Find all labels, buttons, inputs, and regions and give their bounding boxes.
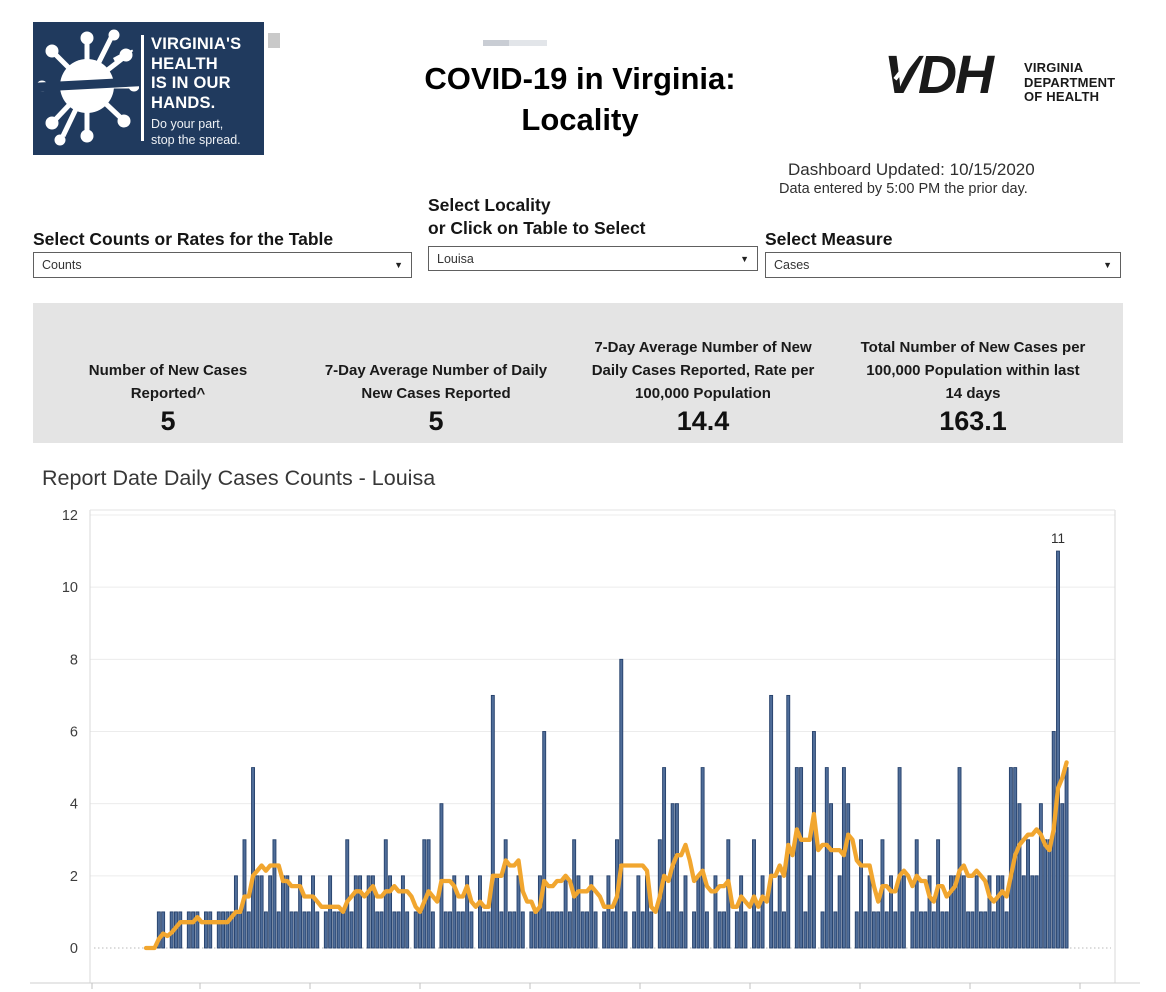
stat-value: 163.1	[939, 406, 1007, 436]
measure-value: Cases	[774, 258, 810, 272]
chevron-down-icon: ▼	[740, 253, 749, 264]
svg-text:10: 10	[62, 580, 78, 596]
logo-title-line: HANDS.	[151, 93, 216, 112]
dashboard-updated-text: Dashboard Updated: 10/15/2020	[788, 160, 1035, 179]
page-title-line2: Locality	[521, 102, 639, 137]
vdh-dept-line: VIRGINIA	[1024, 60, 1084, 75]
svg-text:4: 4	[70, 797, 78, 813]
cutoff-text-artifact	[509, 40, 547, 46]
vdh-acronym: VDH	[884, 45, 994, 105]
counts-rates-label: Select Counts or Rates for the Table	[33, 229, 334, 249]
vdh-dept-line: OF HEALTH	[1024, 89, 1100, 104]
svg-text:0: 0	[70, 941, 78, 957]
stat-value: 5	[160, 406, 176, 436]
locality-dropdown[interactable]: Louisa ▼	[428, 246, 758, 271]
measure-dropdown[interactable]: Cases ▼	[765, 252, 1121, 278]
data-entered-note: Data entered by 5:00 PM the prior day.	[779, 181, 1028, 197]
stat-14day-total: Total Number of New Cases per 100,000 Po…	[848, 336, 1098, 437]
daily-cases-chart[interactable]: 11 0 2 4 6 8 10 12	[0, 505, 1166, 992]
page-title: COVID-19 in Virginia: Locality	[330, 58, 830, 140]
svg-text:8: 8	[70, 652, 78, 668]
stat-label: 7-Day Average Number of New Daily Cases …	[591, 339, 815, 402]
chevron-down-icon: ▼	[394, 260, 403, 270]
stat-value: 5	[428, 406, 444, 436]
cutoff-text-artifact	[483, 40, 509, 46]
daily-cases-chart-canvas[interactable]: 11 0 2 4 6 8 10 12	[0, 505, 1166, 992]
svg-text:6: 6	[70, 725, 78, 741]
stat-label: Number of New Cases Reported^	[88, 362, 248, 402]
chevron-down-icon: ▼	[1103, 260, 1112, 270]
counts-rates-value: Counts	[42, 258, 82, 272]
summary-stats-bar: Number of New Cases Reported^ 5 7-Day Av…	[33, 303, 1123, 443]
vdh-dept-line: DEPARTMENT	[1024, 74, 1116, 90]
measure-label: Select Measure	[765, 229, 893, 249]
logo-title-line: HEALTH	[151, 54, 218, 73]
stat-new-cases: Number of New Cases Reported^ 5	[53, 359, 283, 437]
virus-icon	[35, 29, 139, 146]
locality-value: Louisa	[437, 251, 474, 266]
stat-label: Total Number of New Cases per 100,000 Po…	[860, 339, 1086, 402]
svg-text:11: 11	[1051, 531, 1065, 546]
stat-7day-rate: 7-Day Average Number of New Daily Cases …	[578, 336, 828, 437]
logo-tagline-line: Do your part,	[151, 117, 224, 131]
logo-title-line: IS IN OUR	[151, 74, 231, 92]
counts-rates-dropdown[interactable]: Counts ▼	[33, 252, 412, 278]
svg-text:12: 12	[62, 508, 78, 524]
virginias-health-logo: VIRGINIA'S HEALTH IS IN OUR HANDS. Do yo…	[33, 22, 264, 155]
vdh-logo: VDH VIRGINIA DEPARTMENT OF HEALTH	[884, 45, 1124, 112]
page-title-line1: COVID-19 in Virginia:	[424, 61, 736, 96]
locality-label-line1: Select Locality	[428, 195, 551, 215]
stat-value: 14.4	[676, 406, 730, 436]
logo-title-line: VIRGINIA'S	[151, 35, 242, 53]
locality-label-line2: or Click on Table to Select	[428, 218, 646, 238]
scrollbar-artifact	[268, 33, 280, 48]
logo-tagline-line: stop the spread.	[151, 132, 241, 147]
svg-text:2: 2	[70, 869, 78, 885]
stat-7day-avg: 7-Day Average Number of Daily New Cases …	[316, 359, 556, 437]
stat-label: 7-Day Average Number of Daily New Cases …	[324, 362, 548, 402]
logo-divider	[141, 35, 144, 141]
chart-title: Report Date Daily Cases Counts - Louisa	[42, 466, 436, 490]
